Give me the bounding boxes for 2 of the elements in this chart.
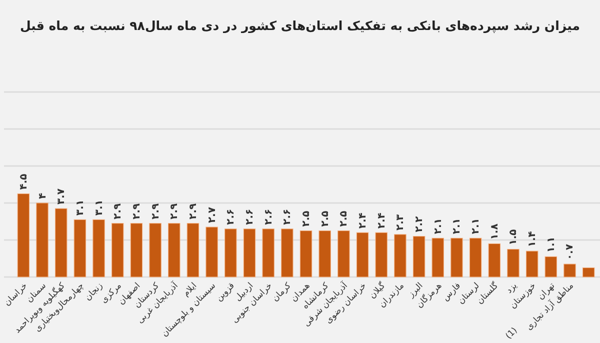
annotation: (1) — [504, 326, 520, 342]
title: میزان رشد سپرده‌های بانکی به تفکیک استان‌های کشور در دی ماه سال۹۸ نسبت به ماه قبل — [20, 18, 580, 33]
